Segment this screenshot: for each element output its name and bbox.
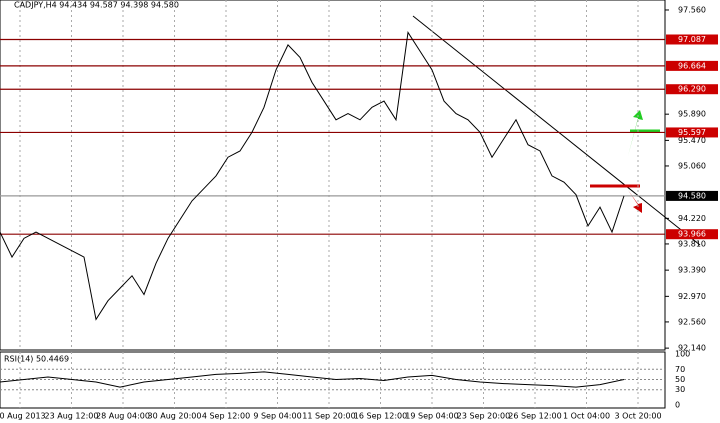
x-tick-label: 26 Sep 12:00: [508, 412, 561, 421]
down-arrow: [628, 190, 642, 213]
level-label: 93.966: [678, 230, 706, 239]
x-tick-label: 20 Aug 2013: [0, 412, 46, 421]
chart-title: CADJPY,H4 94.434 94.587 94.398 94.580: [14, 1, 179, 10]
y-tick-label: 95.890: [678, 110, 706, 119]
level-box: [666, 34, 718, 45]
level-box: [666, 190, 718, 201]
level-label: 95.597: [678, 128, 706, 137]
x-tick-label: 16 Sep 12:00: [354, 412, 407, 421]
level-box: [666, 127, 718, 138]
main-frame: [0, 0, 666, 351]
x-tick-label: 19 Sep 04:00: [405, 412, 458, 421]
rsi-tick-label: 100: [675, 350, 690, 359]
y-tick-label: 92.140: [678, 344, 706, 353]
price-line: [0, 31, 625, 321]
level-box: [666, 84, 718, 95]
y-tick-label: 92.970: [678, 292, 706, 301]
rsi-tick-label: 70: [675, 365, 685, 374]
rsi-title: RSI(14) 50.4469: [4, 355, 69, 364]
x-tick-label: 23 Aug 12:00: [45, 412, 99, 421]
level-label: 97.087: [678, 35, 706, 44]
level-label: 94.580: [678, 191, 706, 200]
x-tick-label: 30 Aug 20:00: [148, 412, 202, 421]
x-tick-label: 9 Sep 04:00: [253, 412, 301, 421]
rsi-tick-label: 50: [675, 375, 685, 384]
rsi-line: [0, 371, 625, 388]
level-label: 96.664: [678, 61, 706, 70]
y-tick-label: 95.470: [678, 136, 706, 145]
x-tick-label: 23 Sep 20:00: [457, 412, 510, 421]
y-tick-label: 92.560: [678, 317, 706, 326]
level-box: [666, 229, 718, 240]
y-tick-label: 93.810: [678, 239, 706, 248]
level-label: 96.290: [678, 85, 706, 94]
y-tick-label: 93.390: [678, 266, 706, 275]
x-tick-label: 1 Oct 04:00: [563, 412, 610, 421]
y-tick-label: 94.220: [678, 214, 706, 223]
x-tick-label: 4 Sep 12:00: [202, 412, 250, 421]
rsi-tick-label: 30: [675, 385, 685, 394]
x-tick-label: 3 Oct 20:00: [614, 412, 661, 421]
level-box: [666, 60, 718, 71]
x-tick-label: 11 Sep 20:00: [302, 412, 355, 421]
x-tick-label: 28 Aug 04:00: [96, 412, 150, 421]
trend-line: [412, 15, 701, 246]
y-tick-label: 97.560: [678, 5, 706, 14]
y-tick-label: 95.060: [678, 161, 706, 170]
rsi-tick-label: 0: [675, 401, 680, 410]
